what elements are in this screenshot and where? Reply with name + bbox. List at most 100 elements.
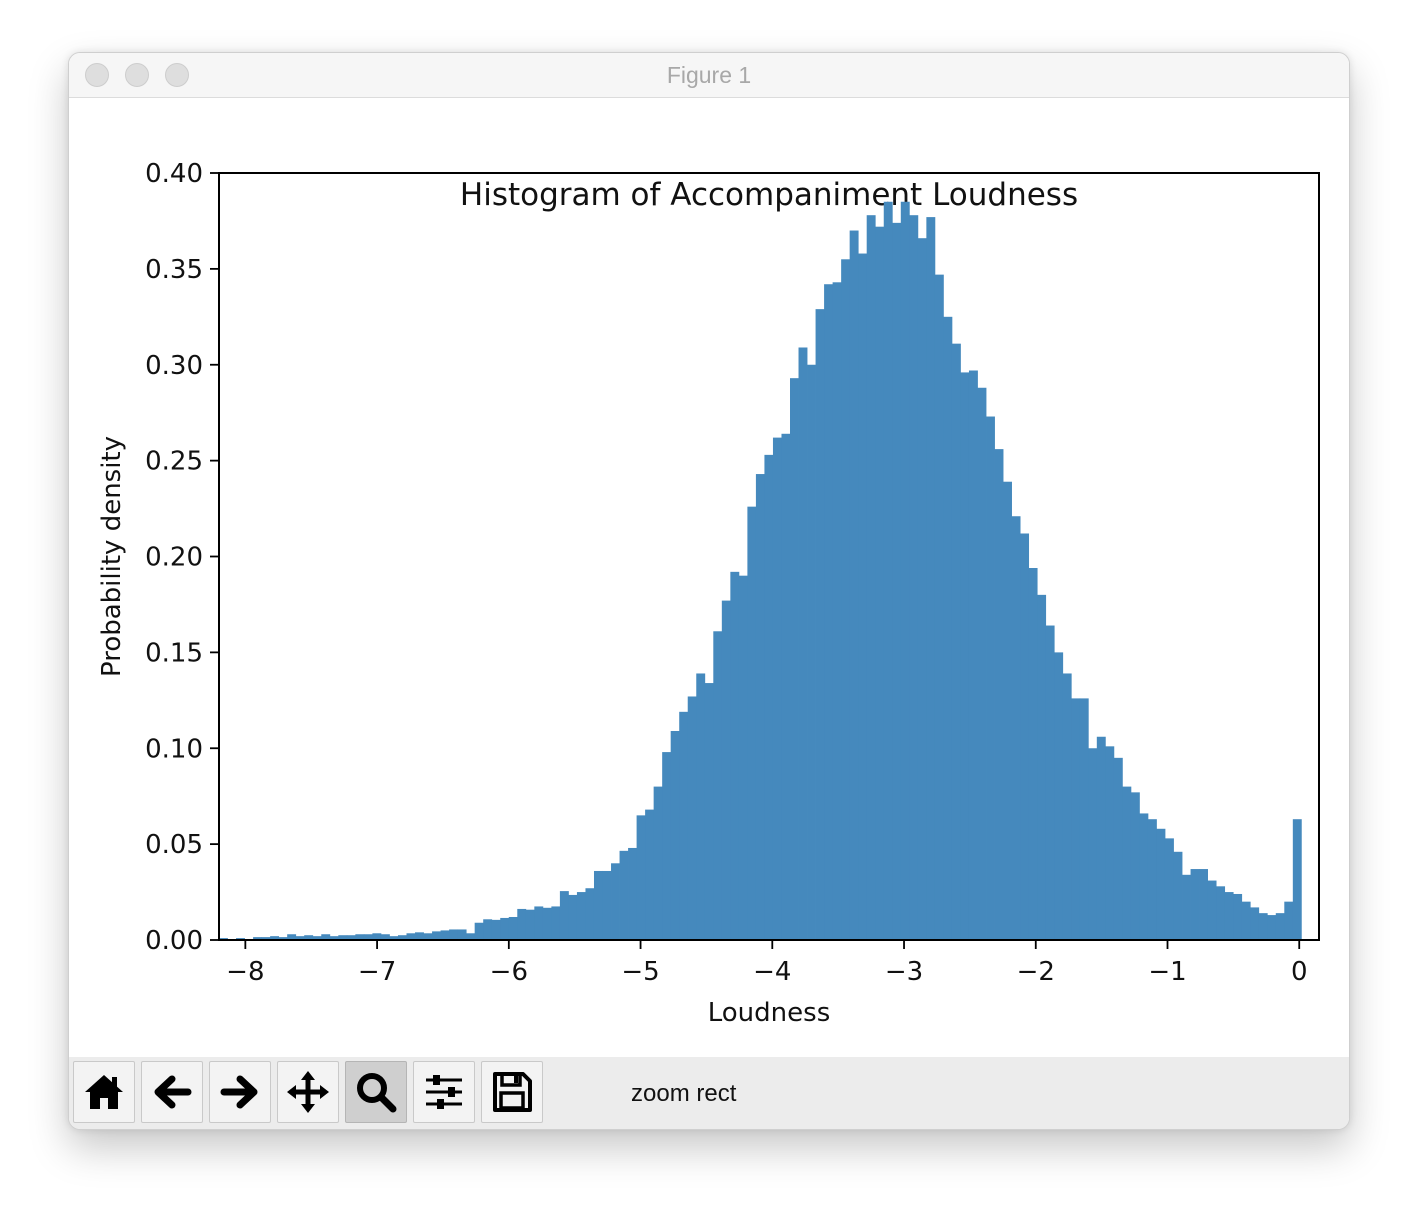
histogram-bar bbox=[1096, 736, 1106, 940]
histogram-bar bbox=[304, 935, 314, 940]
y-axis-label: Probability density bbox=[97, 436, 127, 677]
configure-subplots-button[interactable] bbox=[413, 1061, 475, 1123]
histogram-bar bbox=[994, 449, 1004, 940]
histogram-bar bbox=[1156, 828, 1166, 940]
histogram-bar bbox=[1071, 698, 1081, 940]
histogram-bar bbox=[517, 908, 527, 940]
sliders-icon bbox=[426, 1075, 462, 1109]
histogram-bar bbox=[943, 316, 953, 940]
histogram-bar bbox=[559, 891, 569, 940]
x-tick-label: −3 bbox=[885, 957, 923, 987]
histogram-bar bbox=[525, 909, 535, 940]
histogram-bar bbox=[764, 454, 774, 940]
histogram-bar bbox=[790, 378, 799, 940]
histogram-bar bbox=[670, 730, 680, 940]
histogram-bar bbox=[968, 370, 978, 940]
histogram-bar bbox=[372, 933, 382, 940]
histogram-bar bbox=[628, 847, 637, 940]
x-axis-label: Loudness bbox=[708, 998, 830, 1028]
y-tick-label: 0.30 bbox=[145, 351, 203, 381]
y-tick-label: 0.05 bbox=[145, 830, 203, 860]
histogram-bar bbox=[432, 931, 441, 940]
close-window-button[interactable] bbox=[85, 63, 109, 87]
histogram-bar bbox=[798, 347, 808, 940]
histogram-bar bbox=[1020, 533, 1030, 940]
histogram-chart[interactable]: Histogram of Accompaniment Loudness −8 −7… bbox=[69, 97, 1349, 1057]
x-tick-label: −7 bbox=[358, 957, 396, 987]
histogram-bar bbox=[551, 906, 561, 940]
minimize-window-button[interactable] bbox=[125, 63, 149, 87]
histogram-bar bbox=[593, 870, 603, 940]
histogram-bar bbox=[645, 809, 655, 940]
histogram-bar bbox=[917, 238, 927, 940]
histogram-bar bbox=[508, 916, 518, 940]
histogram-bar bbox=[1258, 913, 1268, 940]
histogram-bar bbox=[1088, 748, 1098, 940]
x-tick-label: −2 bbox=[1017, 957, 1055, 987]
y-tick-label: 0.25 bbox=[145, 447, 203, 477]
histogram-bar bbox=[1173, 851, 1183, 940]
histogram-bar bbox=[329, 936, 339, 940]
histogram-bar bbox=[951, 343, 961, 940]
zoom-window-button[interactable] bbox=[165, 63, 189, 87]
y-tick-label: 0.35 bbox=[145, 255, 203, 285]
histogram-bar bbox=[772, 437, 782, 940]
zoom-button[interactable] bbox=[345, 1061, 407, 1123]
histogram-bar bbox=[986, 416, 995, 940]
histogram-bar bbox=[781, 433, 791, 940]
histogram-bar bbox=[738, 575, 748, 940]
histogram-bar bbox=[636, 815, 646, 940]
histogram-bar bbox=[611, 863, 620, 940]
histogram-bar bbox=[977, 387, 987, 940]
histogram-bar bbox=[704, 683, 714, 940]
axis-ticks: −8 −7 −6 −5 −4 −3 −2 −1 0 0.00 0.05 0.10 0.15 0.20 0.2… bbox=[145, 159, 1307, 987]
chart-title: Histogram of Accompaniment Loudness bbox=[460, 177, 1078, 213]
histogram-bar bbox=[730, 571, 740, 940]
histogram-bar bbox=[1130, 792, 1140, 940]
histogram-bar bbox=[1292, 819, 1302, 940]
histogram-bar bbox=[278, 937, 288, 940]
floppy-disk-icon bbox=[493, 1072, 532, 1112]
figure-window: Figure 1 Histogram of Accompaniment Loud… bbox=[68, 52, 1350, 1130]
histogram-bar bbox=[474, 922, 484, 940]
x-tick-label: 0 bbox=[1291, 957, 1308, 987]
histogram-bar bbox=[261, 937, 271, 940]
histogram-bar bbox=[1011, 516, 1021, 940]
histogram-bar bbox=[1190, 869, 1200, 940]
histogram-bar bbox=[483, 919, 493, 940]
histogram-bar bbox=[1199, 869, 1208, 940]
histogram-bar bbox=[363, 934, 373, 940]
histogram-bar bbox=[253, 937, 263, 940]
histogram-bar bbox=[619, 850, 629, 940]
histogram-bar bbox=[892, 222, 902, 941]
histogram-bar bbox=[1233, 893, 1243, 940]
title-bar: Figure 1 bbox=[69, 53, 1349, 98]
move-icon bbox=[287, 1071, 329, 1113]
forward-button[interactable] bbox=[209, 1061, 271, 1123]
histogram-bar bbox=[900, 201, 910, 940]
histogram-bar bbox=[824, 284, 834, 941]
save-figure-button[interactable] bbox=[481, 1061, 543, 1123]
histogram-bar bbox=[721, 600, 731, 940]
histogram-bar bbox=[807, 364, 816, 940]
back-button[interactable] bbox=[141, 1061, 203, 1123]
plot-area[interactable]: Histogram of Accompaniment Loudness −8 −7… bbox=[69, 97, 1349, 1057]
histogram-bar bbox=[1267, 915, 1277, 940]
histogram-bar bbox=[1284, 901, 1294, 940]
x-tick-label: −8 bbox=[226, 957, 264, 987]
histogram-bar bbox=[1147, 819, 1157, 940]
histogram-bar bbox=[960, 372, 970, 940]
histogram-bar bbox=[1105, 746, 1115, 940]
histogram-bar bbox=[909, 215, 919, 940]
y-tick-label: 0.20 bbox=[145, 543, 203, 573]
histogram-bar bbox=[1003, 481, 1012, 940]
pan-button[interactable] bbox=[277, 1061, 339, 1123]
arrow-left-icon bbox=[154, 1075, 192, 1109]
home-button[interactable] bbox=[73, 1061, 135, 1123]
histogram-bar bbox=[849, 230, 859, 940]
histogram-bars bbox=[219, 201, 1302, 941]
histogram-bar bbox=[406, 933, 416, 940]
histogram-bar bbox=[568, 894, 578, 940]
window-title: Figure 1 bbox=[666, 62, 752, 88]
histogram-bar bbox=[321, 934, 331, 940]
